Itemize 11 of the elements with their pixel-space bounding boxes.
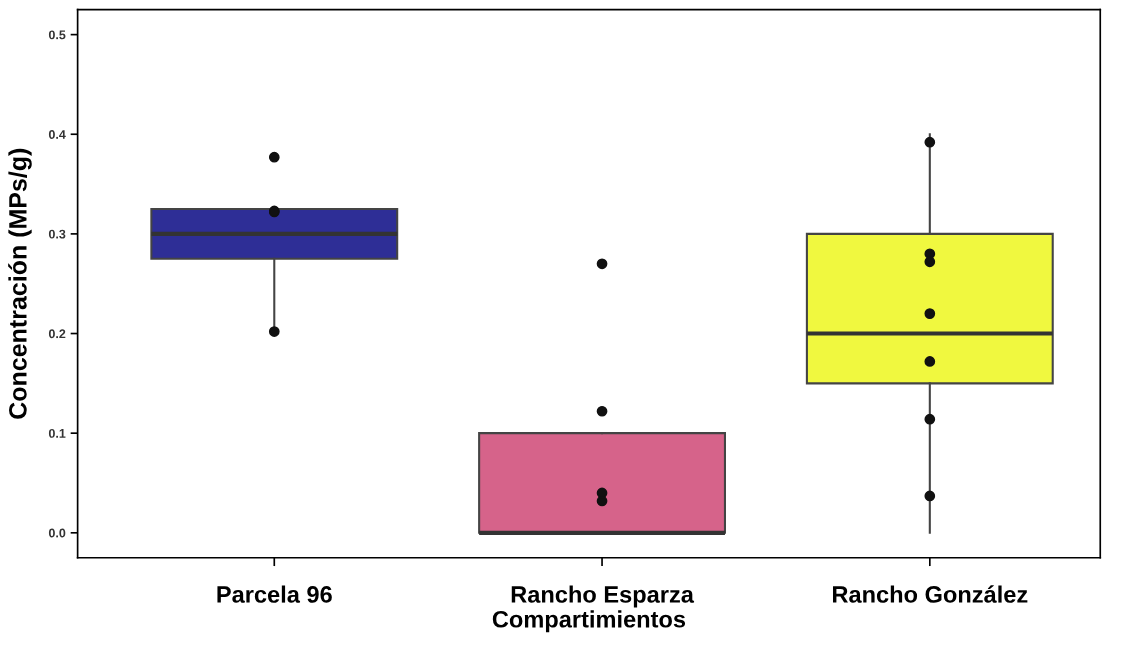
x-tick-label: Rancho Esparza [511, 585, 695, 608]
y-tick-label: 0.1 [48, 428, 66, 438]
y-tick-label: 0.5 [48, 30, 66, 40]
y-tick-label: 0.2 [48, 329, 66, 339]
y-tick-label: 0.3 [48, 229, 66, 239]
y-axis-title: Concentración (MPs/g) [8, 148, 32, 419]
x-axis-title: Compartimientos [492, 610, 686, 633]
y-tick-label: 0.0 [48, 528, 66, 538]
y-tick-label: 0.4 [48, 130, 66, 139]
x-tick-label: Parcela 96 [217, 585, 332, 603]
x-tick-label: Rancho González [833, 585, 1028, 603]
